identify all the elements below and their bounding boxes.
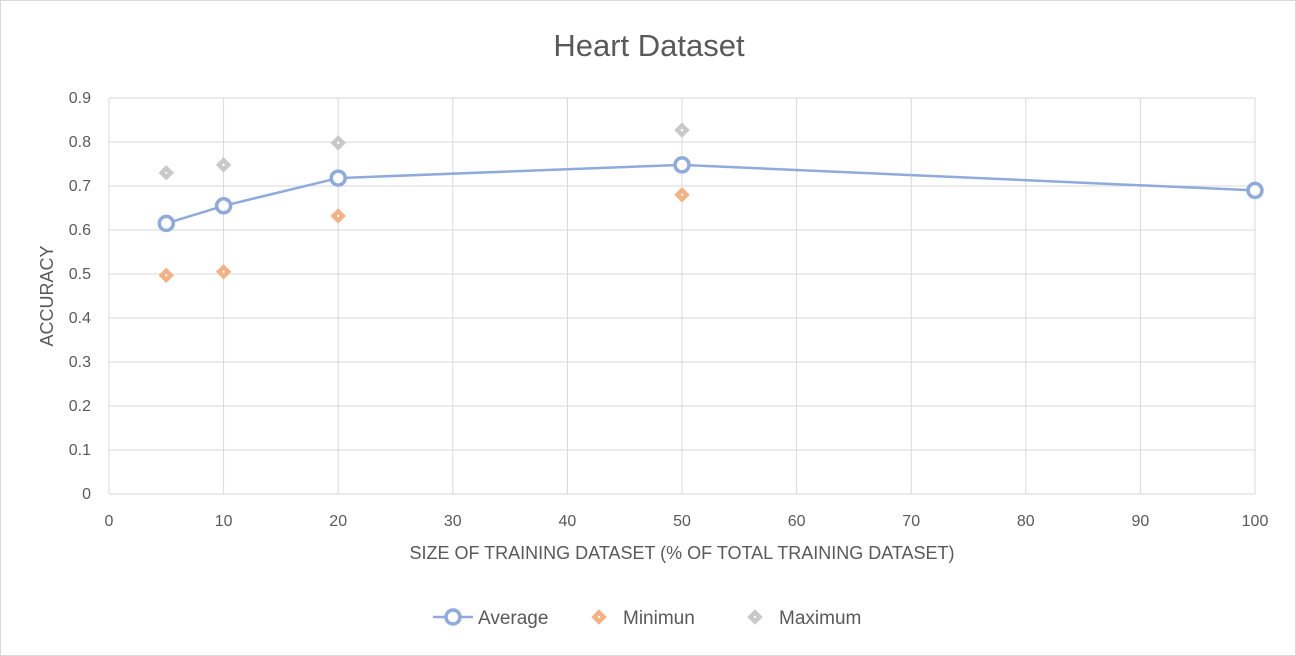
series-maximum: [158, 122, 690, 181]
series-average: [157, 156, 1264, 233]
y-tick-label: 0.1: [69, 442, 91, 459]
y-tick-label: 0.2: [69, 398, 91, 415]
data-point: [158, 165, 175, 181]
data-point: [214, 197, 233, 215]
y-tick-label: 0.4: [69, 310, 91, 327]
x-axis-label: SIZE OF TRAINING DATASET (% OF TOTAL TRA…: [409, 543, 954, 563]
data-point: [329, 169, 347, 187]
data-point: [215, 264, 232, 280]
legend-swatch-marker: [591, 609, 607, 625]
x-tick-label: 50: [673, 513, 691, 530]
x-tick-label: 100: [1242, 513, 1269, 530]
legend-item-minimun: Minimun: [591, 608, 695, 629]
data-point: [330, 208, 346, 224]
y-tick-label: 0.6: [69, 222, 91, 239]
y-tick-label: 0.5: [69, 266, 91, 283]
legend-label: Average: [478, 608, 548, 629]
x-tick-label: 20: [329, 513, 347, 530]
chart-title: Heart Dataset: [553, 28, 745, 63]
x-axis-ticks: 0 10 20 30 40 50 60 70 80 90 100: [105, 513, 1269, 530]
legend-swatch-marker: [444, 608, 462, 626]
data-point: [330, 135, 346, 151]
legend-item-maximum: Maximum: [747, 608, 861, 629]
y-axis-ticks: 0 0.1 0.2 0.3 0.4 0.5 0.6 0.7 0.8 0.9: [69, 90, 91, 503]
legend-label: Minimun: [623, 608, 695, 629]
legend-label: Maximum: [779, 608, 861, 629]
x-tick-label: 60: [788, 513, 806, 530]
data-point: [673, 156, 691, 174]
y-tick-label: 0.3: [69, 354, 91, 371]
y-tick-label: 0.9: [69, 90, 91, 107]
y-tick-label: 0: [82, 486, 91, 503]
x-tick-label: 0: [105, 513, 114, 530]
legend-item-average: Average: [433, 608, 548, 629]
data-point: [674, 122, 690, 138]
data-point: [158, 267, 175, 284]
y-axis-label: ACCURACY: [37, 245, 57, 346]
x-tick-label: 90: [1132, 513, 1150, 530]
y-tick-label: 0.8: [69, 134, 91, 151]
x-tick-label: 10: [215, 513, 233, 530]
x-tick-label: 80: [1017, 513, 1035, 530]
data-point: [215, 157, 232, 173]
series-line: [165, 163, 1256, 225]
data-point: [157, 214, 176, 233]
legend: Average Minimun Maximum: [433, 608, 861, 629]
x-tick-label: 70: [902, 513, 920, 530]
x-tick-label: 40: [559, 513, 577, 530]
series-minimun: [158, 187, 690, 284]
y-tick-label: 0.7: [69, 178, 91, 195]
legend-swatch-marker: [747, 609, 763, 625]
series-layer: [157, 122, 1264, 284]
data-point: [674, 187, 690, 203]
data-point: [1246, 181, 1264, 200]
x-tick-label: 30: [444, 513, 462, 530]
